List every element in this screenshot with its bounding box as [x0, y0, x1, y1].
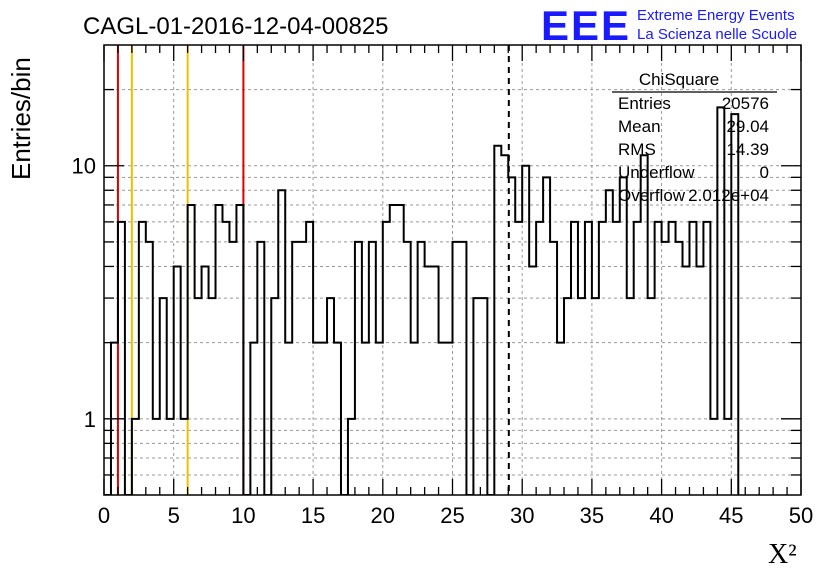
stats-label: Entries	[618, 94, 671, 113]
x-tick-label: 40	[649, 503, 673, 528]
y-tick-label: 1	[84, 407, 96, 432]
x-tick-label: 25	[440, 503, 464, 528]
stats-title: ChiSquare	[639, 70, 719, 89]
x-tick-label: 45	[719, 503, 743, 528]
stats-value: 29.04	[726, 117, 769, 136]
x-tick-label: 0	[98, 503, 110, 528]
stats-value: 2.012e+04	[688, 186, 769, 205]
brand-line-1: Extreme Energy Events	[637, 7, 795, 24]
x-tick-label: 30	[510, 503, 534, 528]
x-tick-label: 15	[301, 503, 325, 528]
y-axis-label: Entries/bin	[6, 57, 36, 180]
x-tick-label: 10	[231, 503, 255, 528]
histogram-series	[104, 106, 740, 495]
x-axis-label: X²	[768, 539, 797, 570]
stats-label: Overflow	[618, 186, 686, 205]
y-tick-label: 10	[72, 154, 96, 179]
x-tick-label: 5	[168, 503, 180, 528]
axis-ticks: 0 5 10 15 20 25 30 35 40 45 50 1 10	[72, 45, 813, 528]
stats-label: Underflow	[618, 163, 695, 182]
stats-label: RMS	[618, 140, 656, 159]
histogram-line	[104, 106, 740, 495]
run-title: CAGL-01-2016-12-04-00825	[83, 13, 389, 40]
stats-box: ChiSquare Entries 20576 Mean 29.04 RMS 14.39 U…	[612, 70, 777, 205]
x-tick-label: 20	[371, 503, 395, 528]
x-tick-label: 50	[789, 503, 813, 528]
plot-frame	[103, 44, 802, 496]
stats-label: Mean	[618, 117, 661, 136]
eee-logo: EEE	[541, 2, 631, 49]
stats-value: 20576	[722, 94, 769, 113]
brand-line-2: La Scienza nelle Scuole	[637, 26, 797, 43]
stats-value: 14.39	[726, 140, 769, 159]
stats-value: 0	[760, 163, 769, 182]
x-tick-label: 35	[580, 503, 604, 528]
